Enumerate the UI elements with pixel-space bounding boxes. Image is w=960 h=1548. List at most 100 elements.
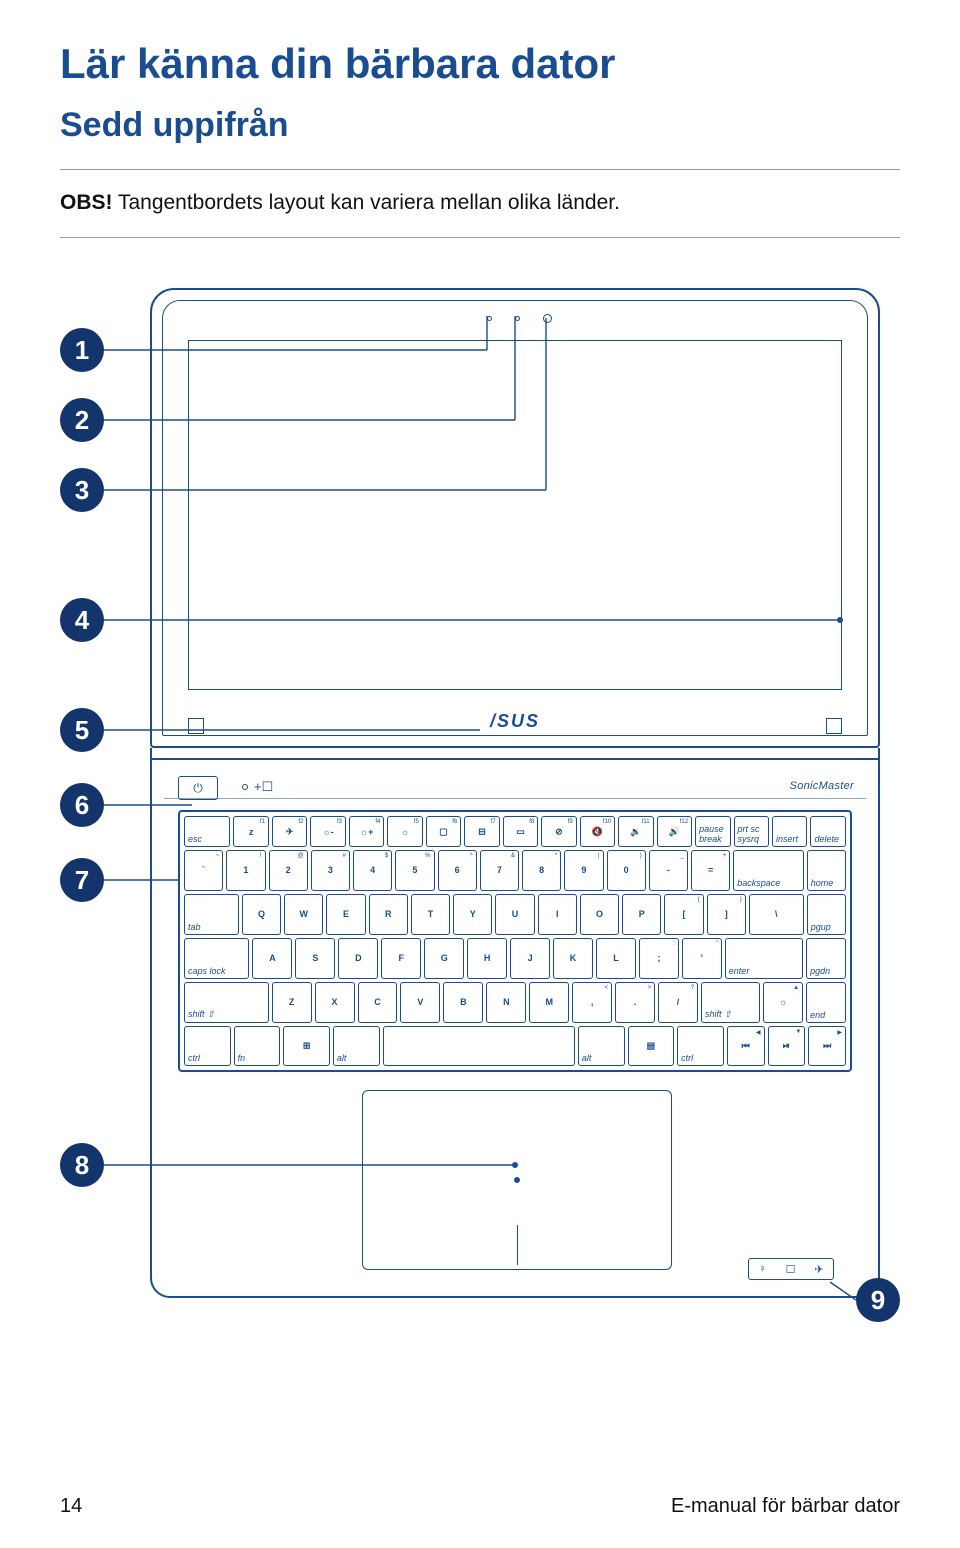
keyboard-key: esc [184, 816, 230, 847]
airplane-status-icon: ✈ [814, 1263, 823, 1276]
keyboard-key: ⊞ [283, 1026, 330, 1067]
hinge [150, 748, 880, 758]
callout-3: 3 [60, 468, 104, 512]
power-status-icon: ♀ [758, 1263, 766, 1275]
keyboard-key: f8▭ [503, 816, 538, 847]
keyboard-key: !1 [226, 850, 265, 891]
keyboard-key: f9⊘ [541, 816, 576, 847]
keyboard-key: N [486, 982, 526, 1023]
keyboard-key: shift ⇧ [701, 982, 760, 1023]
power-led-icon [242, 784, 248, 790]
keyboard-key: ctrl [677, 1026, 724, 1067]
keyboard-key: $4 [353, 850, 392, 891]
keyboard-key: f4☼+ [349, 816, 384, 847]
keyboard-key: _- [649, 850, 688, 891]
sonicmaster-label: SonicMaster [790, 780, 854, 792]
keyboard-key: :; [639, 938, 679, 979]
divider [60, 237, 900, 238]
keyboard-row: shift ⇧ZXCVBNM<,>.?/shift ⇧▲☼end [184, 982, 846, 1023]
keyboard-key: V [400, 982, 440, 1023]
keyboard-key: L [596, 938, 636, 979]
keyboard-key: (9 [564, 850, 603, 891]
keyboard-key: #3 [311, 850, 350, 891]
charge-led-icon: +☐ [254, 782, 273, 792]
keyboard-key: >. [615, 982, 655, 1023]
keyboard-key: ▲☼ [763, 982, 803, 1023]
keyboard-key: C [358, 982, 398, 1023]
trackpad-button-divider [517, 1225, 518, 1265]
callout-8: 8 [60, 1143, 104, 1187]
keyboard-key: "' [682, 938, 722, 979]
keyboard-key: f11🔉 [618, 816, 653, 847]
keyboard-key: <, [572, 982, 612, 1023]
keyboard-key: I [538, 894, 577, 935]
keyboard-key: ▶⏭ [808, 1026, 846, 1067]
keyboard-key: T [411, 894, 450, 935]
keyboard-key: F [381, 938, 421, 979]
keyboard-key: }] [707, 894, 746, 935]
battery-status-icon: ☐ [786, 1263, 796, 1276]
keyboard-key: ~` [184, 850, 223, 891]
callout-5: 5 [60, 708, 104, 752]
keyboard-key: pause break [695, 816, 730, 847]
page-title: Lär känna din bärbara dator [60, 40, 900, 88]
display-panel [188, 340, 842, 690]
keyboard-key: B [443, 982, 483, 1023]
keyboard-key: M [529, 982, 569, 1023]
keyboard-key: f2✈ [272, 816, 307, 847]
keyboard-key: S [295, 938, 335, 979]
keyboard-key: J [510, 938, 550, 979]
keyboard-key: f5☼ [387, 816, 422, 847]
keyboard-key: f10🔇 [580, 816, 615, 847]
keyboard-key: f12🔊 [657, 816, 692, 847]
keyboard-key: \ [749, 894, 804, 935]
keyboard-key: A [252, 938, 292, 979]
keyboard-key [383, 1026, 575, 1067]
keyboard-key: ^6 [438, 850, 477, 891]
note-body: Tangentbordets layout kan variera mellan… [113, 191, 620, 214]
callout-6: 6 [60, 783, 104, 827]
laptop-diagram: 1 2 3 4 5 6 7 8 9 /SUS [60, 278, 900, 1328]
keyboard-key: U [495, 894, 534, 935]
keyboard-key: R [369, 894, 408, 935]
note-bold: OBS! [60, 191, 113, 214]
keyboard-key: backspace [733, 850, 804, 891]
keyboard-key: pgdn [806, 938, 846, 979]
keyboard-key: pgup [807, 894, 846, 935]
keyboard-key: {[ [664, 894, 703, 935]
keyboard-key: alt [333, 1026, 380, 1067]
keyboard-key: *8 [522, 850, 561, 891]
keyboard-key: X [315, 982, 355, 1023]
keyboard-row: escf1zf2✈f3☼-f4☼+f5☼f6▢f7⊟f8▭f9⊘f10🔇f11🔉… [184, 816, 846, 847]
keyboard-key: Z [272, 982, 312, 1023]
footer-label: E-manual för bärbar dator [671, 1495, 900, 1518]
keyboard-key: E [326, 894, 365, 935]
keyboard-key: f6▢ [426, 816, 461, 847]
keyboard-key: ▤ [628, 1026, 675, 1067]
keyboard-key: caps lock [184, 938, 249, 979]
keyboard-key: f7⊟ [464, 816, 499, 847]
keyboard-key: end [806, 982, 846, 1023]
hinge-pad [826, 718, 842, 734]
page-subtitle: Sedd uppifrån [60, 106, 900, 145]
keyboard-key: prt sc sysrq [734, 816, 769, 847]
keyboard-key: K [553, 938, 593, 979]
note-text: OBS! Tangentbordets layout kan variera m… [60, 188, 900, 217]
callout-2: 2 [60, 398, 104, 442]
keyboard-key: P [622, 894, 661, 935]
trackpad [362, 1090, 672, 1270]
keyboard-key: G [424, 938, 464, 979]
keyboard-key: ▼⏯ [768, 1026, 806, 1067]
divider [60, 169, 900, 170]
keyboard: escf1zf2✈f3☼-f4☼+f5☼f6▢f7⊟f8▭f9⊘f10🔇f11🔉… [178, 810, 852, 1072]
keyboard-key: Y [453, 894, 492, 935]
keyboard-row: ~`!1@2#3$4%5^6&7*8(9)0_-+=backspacehome [184, 850, 846, 891]
callout-1: 1 [60, 328, 104, 372]
keyboard-key: D [338, 938, 378, 979]
keyboard-key: delete [810, 816, 845, 847]
keyboard-key: ◀⏮ [727, 1026, 765, 1067]
keyboard-key: O [580, 894, 619, 935]
deck-seam [164, 798, 866, 799]
keyboard-key: fn [234, 1026, 281, 1067]
brand-logo: /SUS [152, 711, 878, 732]
